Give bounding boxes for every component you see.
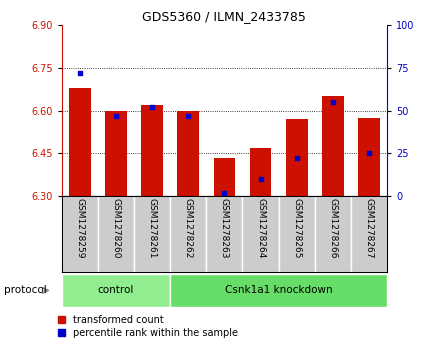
Bar	[141, 105, 163, 196]
Text: GSM1278262: GSM1278262	[184, 198, 193, 259]
Text: GSM1278261: GSM1278261	[147, 198, 157, 259]
Text: GSM1278259: GSM1278259	[75, 198, 84, 259]
Bar	[105, 111, 127, 196]
Bar	[351, 196, 387, 272]
Legend: transformed count, percentile rank within the sample: transformed count, percentile rank withi…	[58, 315, 238, 338]
Title: GDS5360 / ILMN_2433785: GDS5360 / ILMN_2433785	[143, 10, 306, 23]
Text: protocol: protocol	[4, 285, 47, 295]
Bar	[242, 196, 279, 272]
Text: Csnk1a1 knockdown: Csnk1a1 knockdown	[225, 285, 333, 295]
Point	[366, 150, 373, 156]
Bar	[98, 196, 134, 272]
Bar	[206, 196, 242, 272]
Bar	[279, 196, 315, 272]
Bar	[315, 196, 351, 272]
Point	[112, 113, 119, 119]
Bar	[286, 119, 308, 196]
Text: GSM1278260: GSM1278260	[111, 198, 121, 259]
Bar	[213, 158, 235, 196]
Point	[76, 70, 83, 76]
Bar	[177, 111, 199, 196]
Text: GSM1278265: GSM1278265	[292, 198, 301, 259]
Bar	[170, 196, 206, 272]
Bar	[62, 196, 98, 272]
Bar	[358, 118, 380, 196]
Point	[149, 105, 156, 110]
Text: control: control	[98, 285, 134, 295]
Text: GSM1278264: GSM1278264	[256, 198, 265, 259]
Point	[293, 156, 300, 162]
Bar	[134, 196, 170, 272]
Text: GSM1278266: GSM1278266	[328, 198, 337, 259]
Bar	[170, 274, 387, 307]
Bar	[322, 97, 344, 196]
Bar	[62, 274, 170, 307]
Point	[257, 176, 264, 182]
Point	[330, 99, 337, 105]
Text: GSM1278263: GSM1278263	[220, 198, 229, 259]
Bar	[250, 148, 271, 196]
Text: GSM1278267: GSM1278267	[365, 198, 374, 259]
Point	[185, 113, 192, 119]
Point	[221, 190, 228, 196]
Bar	[69, 88, 91, 196]
